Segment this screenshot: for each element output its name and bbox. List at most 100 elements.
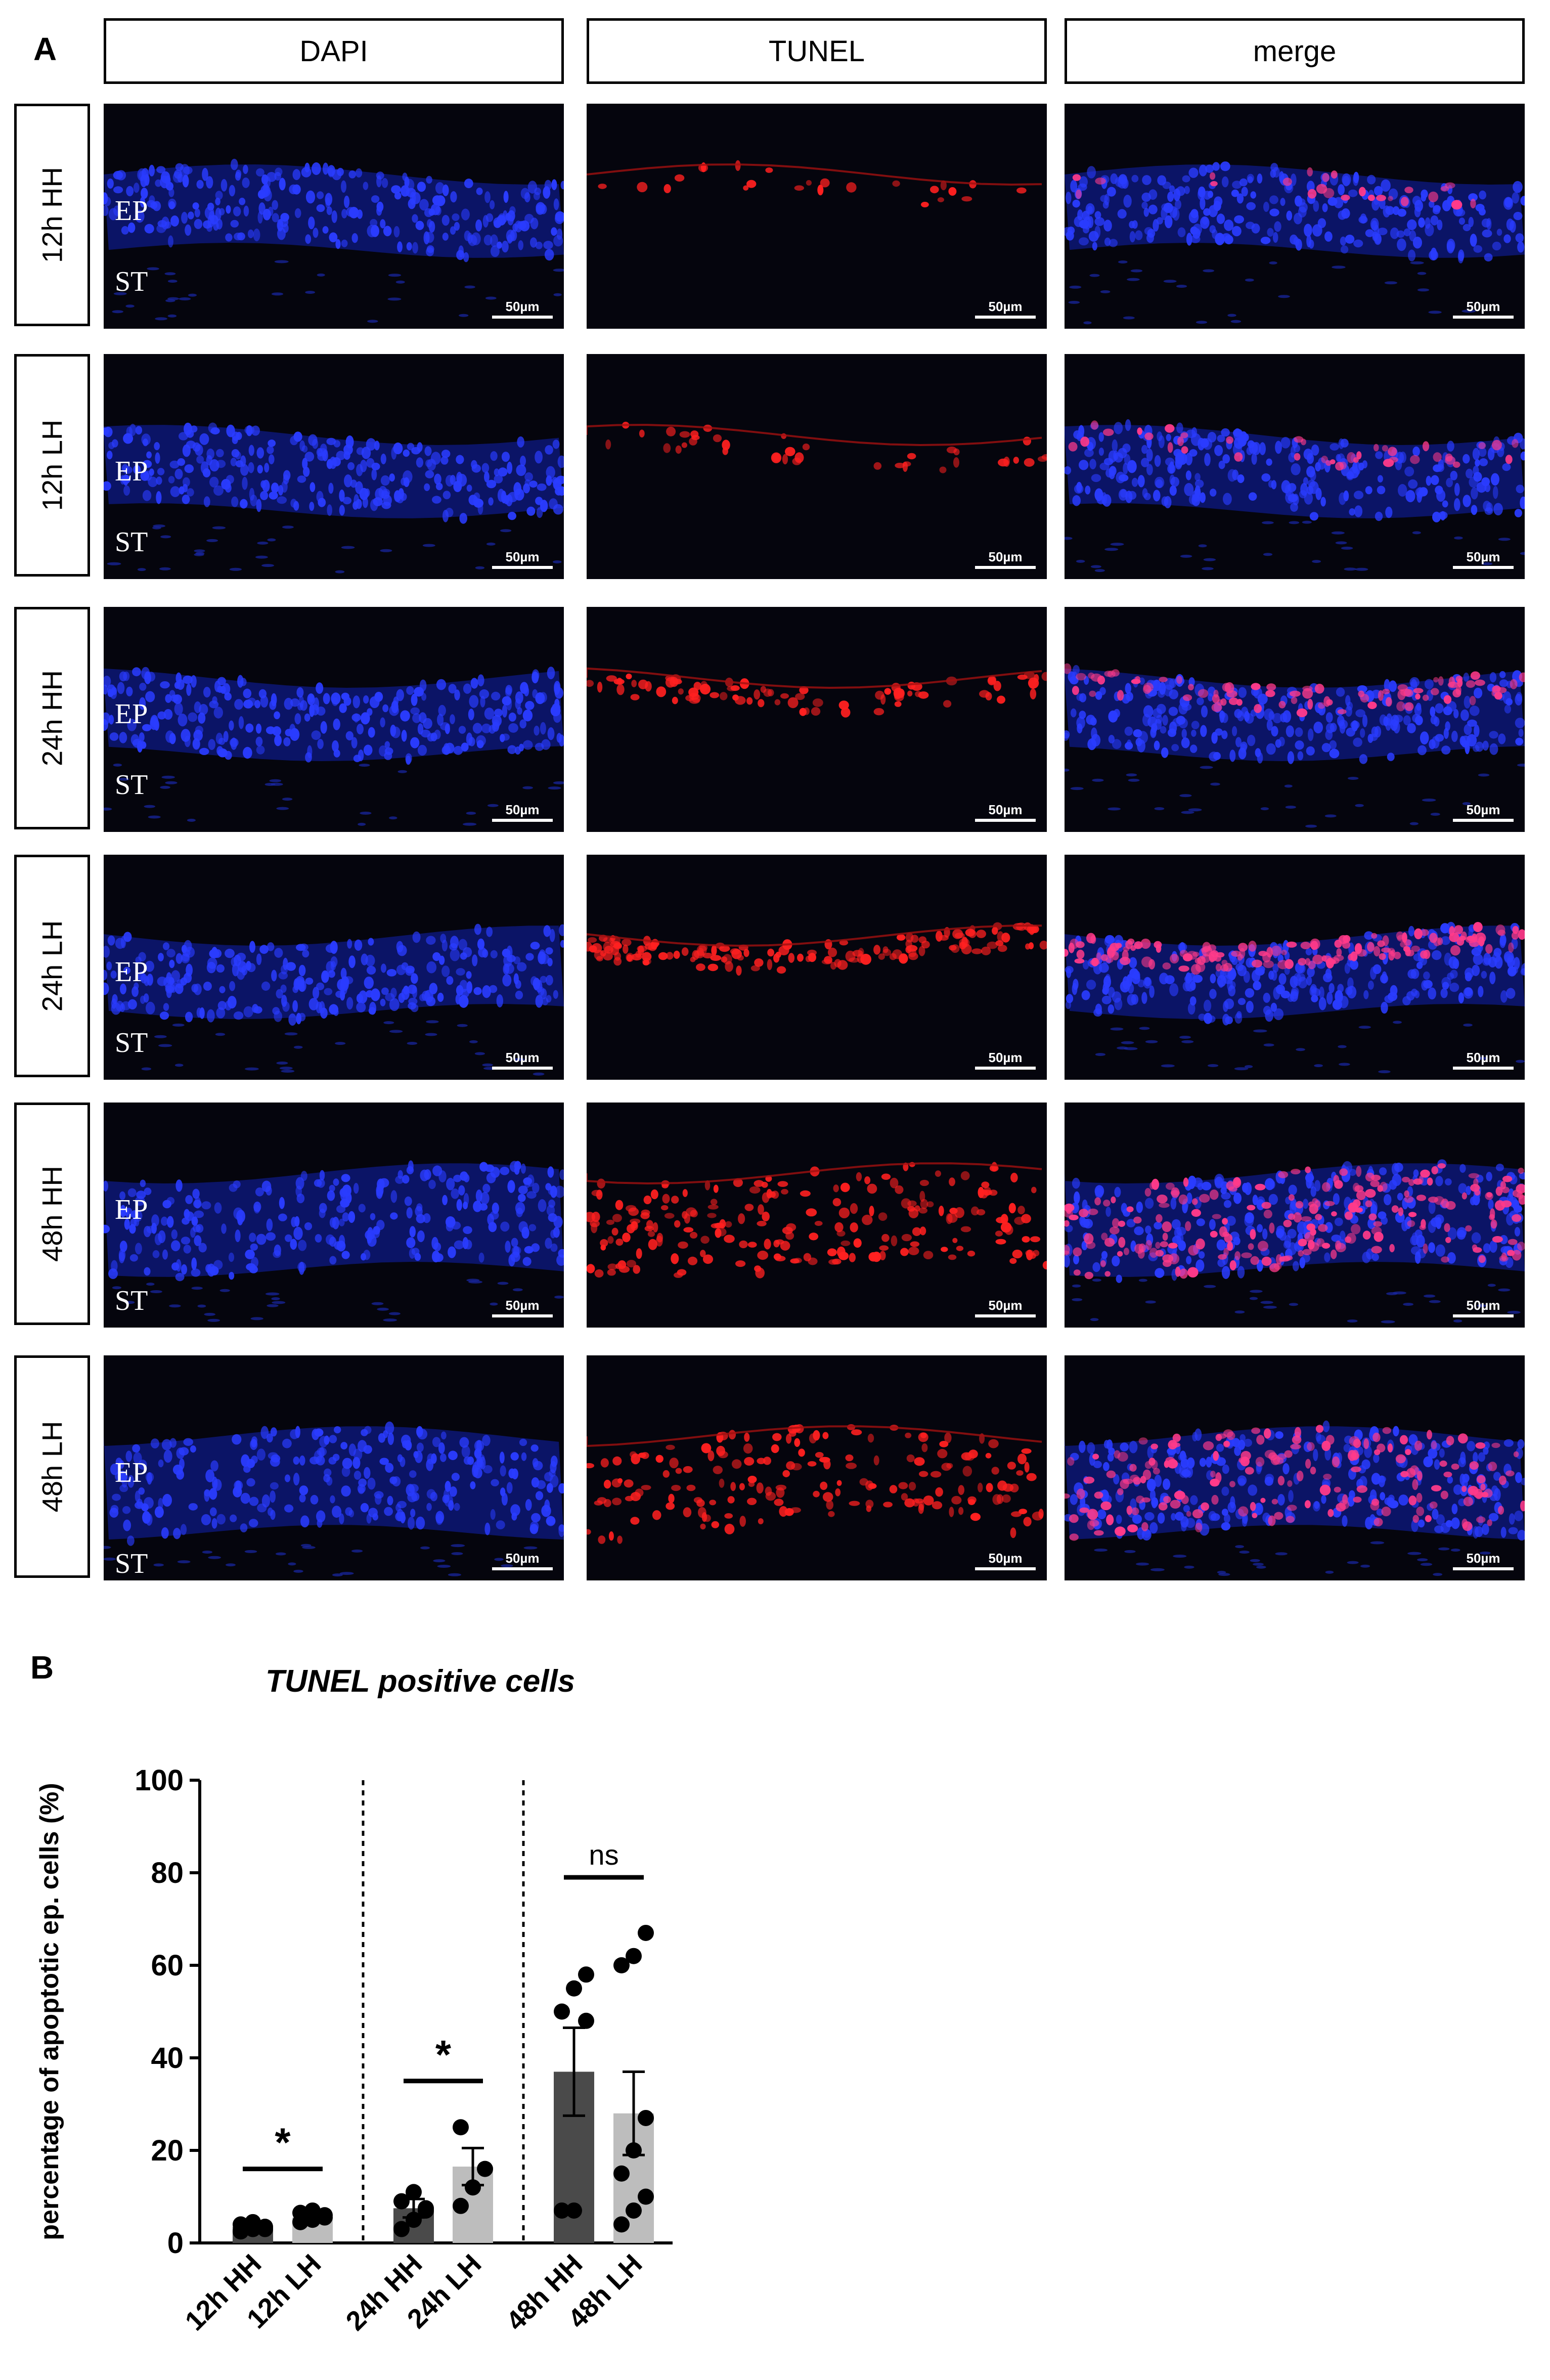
tunel-positive-nucleus <box>794 1438 801 1447</box>
dapi-nucleus <box>333 1178 339 1186</box>
tunel-positive-nucleus <box>1356 451 1362 460</box>
tunel-positive-nucleus <box>1251 683 1261 690</box>
dapi-nucleus <box>1341 208 1350 219</box>
tunel-positive-nucleus <box>1117 1451 1128 1462</box>
tunel-positive-nucleus <box>1248 941 1257 952</box>
dapi-nucleus <box>187 488 194 497</box>
tunel-positive-nucleus <box>662 1470 670 1478</box>
dapi-nucleus <box>1489 1240 1497 1253</box>
dapi-nucleus <box>346 997 353 1010</box>
tunel-positive-nucleus <box>771 452 782 463</box>
dapi-nucleus <box>416 1203 423 1212</box>
dapi-nucleus <box>209 476 219 488</box>
dapi-nucleus <box>355 481 363 494</box>
scale-bar-line <box>492 316 553 319</box>
dapi-nucleus <box>536 507 543 518</box>
tunel-positive-nucleus <box>941 1247 948 1252</box>
dapi-nucleus <box>1246 202 1256 210</box>
tunel-positive-nucleus <box>908 1482 916 1491</box>
dapi-nucleus <box>1385 206 1395 215</box>
dapi-nucleus <box>1278 736 1285 746</box>
dapi-nucleus <box>173 1528 181 1539</box>
dapi-nucleus <box>1282 710 1292 723</box>
dapi-nucleus <box>440 1453 447 1462</box>
tunel-positive-nucleus <box>1362 1230 1371 1240</box>
tunel-positive-nucleus <box>1037 456 1047 462</box>
tunel-positive-nucleus <box>1390 949 1396 957</box>
tunel-positive-nucleus <box>700 1236 710 1244</box>
dapi-nucleus <box>215 197 220 206</box>
dapi-nucleus <box>1223 493 1232 505</box>
dapi-nucleus <box>1227 971 1237 979</box>
dapi-nucleus <box>1464 695 1471 709</box>
dapi-nucleus <box>1288 1490 1294 1503</box>
tunel-positive-nucleus <box>696 963 705 971</box>
tunel-positive-nucleus <box>1512 1189 1522 1198</box>
tunel-positive-nucleus <box>960 1171 970 1180</box>
tunel-positive-nucleus <box>1474 1488 1483 1500</box>
stroma-nucleus <box>1250 1559 1260 1562</box>
tunel-positive-nucleus <box>1324 1201 1335 1206</box>
stroma-nucleus <box>1341 546 1353 550</box>
tunel-positive-nucleus <box>986 1483 993 1492</box>
tunel-positive-nucleus <box>1307 189 1317 199</box>
tunel-positive-nucleus <box>1330 459 1336 465</box>
dapi-nucleus <box>417 723 424 735</box>
tunel-positive-nucleus <box>727 686 737 691</box>
dapi-nucleus <box>1141 992 1147 1004</box>
scale-bar-line <box>1453 1567 1514 1570</box>
tunel-positive-nucleus <box>682 1189 688 1197</box>
dapi-nucleus <box>1358 1465 1366 1474</box>
dapi-nucleus <box>1079 711 1086 719</box>
dapi-nucleus <box>389 473 395 482</box>
tunel-positive-nucleus <box>1353 1496 1362 1503</box>
tunel-positive-nucleus <box>1100 954 1108 961</box>
dapi-nucleus <box>426 175 432 184</box>
tunel-positive-nucleus <box>785 1231 794 1240</box>
dapi-nucleus <box>1200 725 1207 737</box>
dapi-nucleus <box>1182 175 1190 183</box>
tunel-positive-nucleus <box>1286 1516 1295 1523</box>
dapi-nucleus <box>1345 235 1355 244</box>
dapi-nucleus <box>1081 990 1090 1000</box>
stroma-nucleus <box>1417 272 1427 275</box>
tunel-positive-nucleus <box>1454 925 1464 935</box>
dapi-nucleus <box>191 1216 198 1226</box>
scale-bar-label: 50µm <box>1466 1050 1500 1065</box>
dapi-nucleus <box>441 214 450 226</box>
dapi-nucleus <box>132 738 143 748</box>
tunel-positive-nucleus <box>1349 1436 1360 1446</box>
dapi-nucleus <box>500 1465 506 1477</box>
tunel-positive-nucleus <box>1065 1493 1070 1499</box>
tunel-positive-nucleus <box>664 1213 675 1219</box>
dapi-nucleus <box>1492 241 1501 251</box>
dapi-nucleus <box>555 487 563 496</box>
tunel-positive-nucleus <box>1335 1243 1346 1253</box>
dapi-nucleus <box>267 446 274 454</box>
stroma-nucleus <box>1285 806 1296 809</box>
dapi-nucleus <box>1155 719 1162 730</box>
dapi-nucleus <box>274 1244 281 1256</box>
dapi-nucleus <box>1209 1219 1216 1230</box>
dapi-nucleus <box>479 1162 488 1172</box>
dapi-nucleus <box>1514 1510 1523 1521</box>
stroma-nucleus <box>420 1546 430 1550</box>
data-point <box>638 2109 654 2126</box>
tunel-positive-nucleus <box>997 695 1005 704</box>
tunel-positive-nucleus <box>1404 1196 1414 1203</box>
scale-bar-label: 50µm <box>1466 549 1500 564</box>
tunel-positive-nucleus <box>1226 436 1233 444</box>
dapi-nucleus <box>1500 990 1508 1003</box>
tunel-positive-nucleus <box>1518 1167 1524 1174</box>
tunel-positive-nucleus <box>1421 929 1429 936</box>
dapi-nucleus <box>361 712 370 725</box>
dapi-nucleus <box>163 942 170 950</box>
dapi-nucleus <box>327 504 332 516</box>
dapi-nucleus <box>1454 498 1460 511</box>
dapi-nucleus <box>246 1478 255 1487</box>
tunel-positive-nucleus <box>908 952 918 960</box>
tunel-positive-nucleus <box>1429 933 1438 943</box>
stroma-nucleus <box>1070 787 1084 790</box>
dapi-nucleus <box>1086 980 1096 990</box>
dapi-nucleus <box>540 988 547 999</box>
